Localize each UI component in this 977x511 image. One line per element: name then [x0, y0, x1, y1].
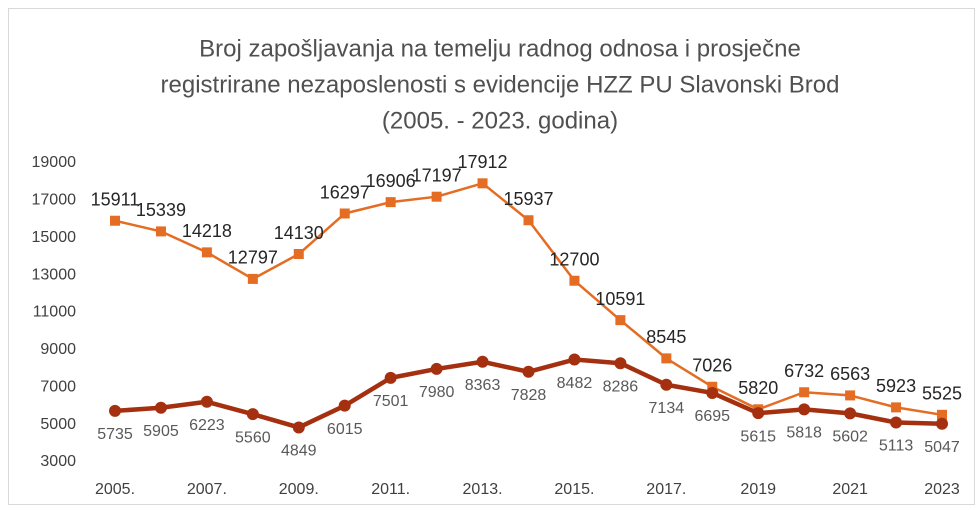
marker	[385, 197, 396, 208]
x-tick-label: 2005.	[95, 481, 135, 498]
marker	[752, 407, 765, 420]
marker	[201, 247, 212, 258]
marker	[569, 275, 580, 286]
marker	[936, 417, 948, 430]
marker	[798, 403, 811, 416]
marker	[844, 407, 857, 420]
data-label: 5818	[786, 425, 822, 442]
data-label: 17912	[458, 152, 508, 172]
marker	[292, 421, 305, 434]
data-label: 6695	[694, 408, 730, 425]
data-label: 7980	[419, 384, 455, 401]
data-label: 12797	[228, 248, 278, 268]
marker	[155, 226, 166, 237]
y-tick-label: 15000	[32, 229, 77, 246]
data-label: 6732	[784, 361, 824, 381]
y-tick-label: 19000	[32, 154, 77, 171]
y-tick-label: 3000	[40, 453, 76, 470]
data-label: 17197	[412, 165, 462, 185]
y-tick-label: 9000	[40, 341, 76, 358]
chart-title: registrirane nezaposlenosti s evidencije…	[161, 71, 840, 98]
data-label: 5820	[738, 378, 778, 398]
marker	[431, 191, 442, 202]
x-tick-label: 2015.	[554, 481, 594, 498]
marker	[247, 273, 258, 284]
chart-title: (2005. - 2023. godina)	[382, 107, 618, 134]
x-tick-label: 2013.	[463, 481, 503, 498]
data-label: 8363	[465, 377, 501, 394]
x-tick-label: 2019	[740, 481, 776, 498]
data-label: 5047	[924, 439, 960, 456]
chart-title: Broj zapošljavanja na temelju radnog odn…	[199, 35, 801, 62]
data-label: 10591	[595, 289, 645, 309]
data-label: 15339	[136, 200, 186, 220]
marker	[154, 401, 167, 414]
data-label: 4849	[281, 443, 317, 460]
data-label: 6223	[189, 417, 225, 434]
y-tick-label: 11000	[33, 304, 76, 321]
data-label: 8286	[603, 378, 639, 395]
x-tick-label: 2017.	[646, 481, 686, 498]
y-tick-label: 17000	[32, 192, 77, 209]
data-label: 8545	[646, 327, 686, 347]
data-label: 7828	[511, 387, 547, 404]
marker	[890, 416, 903, 429]
marker	[293, 249, 304, 260]
x-tick-label: 2011.	[371, 481, 410, 498]
data-label: 5113	[879, 438, 914, 455]
data-label: 7134	[649, 400, 685, 417]
marker	[200, 395, 213, 408]
data-label: 14130	[274, 223, 324, 243]
y-tick-label: 7000	[40, 378, 76, 395]
marker	[109, 404, 121, 417]
marker	[661, 353, 672, 364]
data-label: 15937	[503, 189, 553, 209]
y-tick-label: 13000	[32, 266, 77, 283]
marker	[706, 386, 719, 399]
data-label: 5923	[876, 376, 916, 396]
data-label: 6563	[830, 364, 870, 384]
marker	[845, 390, 856, 401]
data-label: 5905	[143, 423, 179, 440]
marker	[430, 362, 443, 375]
data-label: 5602	[832, 429, 868, 446]
data-label: 5525	[922, 384, 962, 404]
x-tick-label: 2007.	[187, 481, 227, 498]
chart-border	[8, 8, 975, 505]
marker	[891, 402, 902, 413]
marker	[615, 315, 626, 326]
marker	[614, 357, 627, 370]
marker	[384, 371, 397, 384]
marker	[522, 365, 535, 378]
data-label: 8482	[557, 375, 593, 392]
marker	[246, 408, 259, 421]
marker	[523, 215, 534, 226]
marker	[937, 409, 947, 420]
data-label: 7026	[692, 356, 732, 376]
marker	[660, 378, 673, 391]
marker	[339, 208, 350, 219]
y-tick-label: 5000	[40, 416, 76, 433]
x-tick-label: 2021	[832, 481, 868, 498]
x-tick-label: 2009.	[279, 481, 319, 498]
data-label: 7501	[373, 393, 409, 410]
marker	[707, 381, 718, 392]
data-label: 6015	[327, 421, 363, 438]
data-label: 15911	[91, 189, 140, 209]
marker	[477, 178, 488, 189]
marker	[338, 399, 351, 412]
data-label: 5735	[97, 426, 133, 443]
marker	[799, 387, 810, 398]
marker	[110, 215, 120, 226]
data-label: 5615	[740, 428, 776, 445]
data-label: 14218	[182, 221, 232, 241]
data-label: 16297	[320, 182, 370, 202]
marker	[568, 353, 581, 366]
data-label: 5560	[235, 429, 271, 446]
x-tick-label: 2023	[924, 481, 960, 498]
data-label: 16906	[366, 171, 416, 191]
marker	[476, 355, 489, 368]
data-label: 12700	[549, 249, 599, 269]
